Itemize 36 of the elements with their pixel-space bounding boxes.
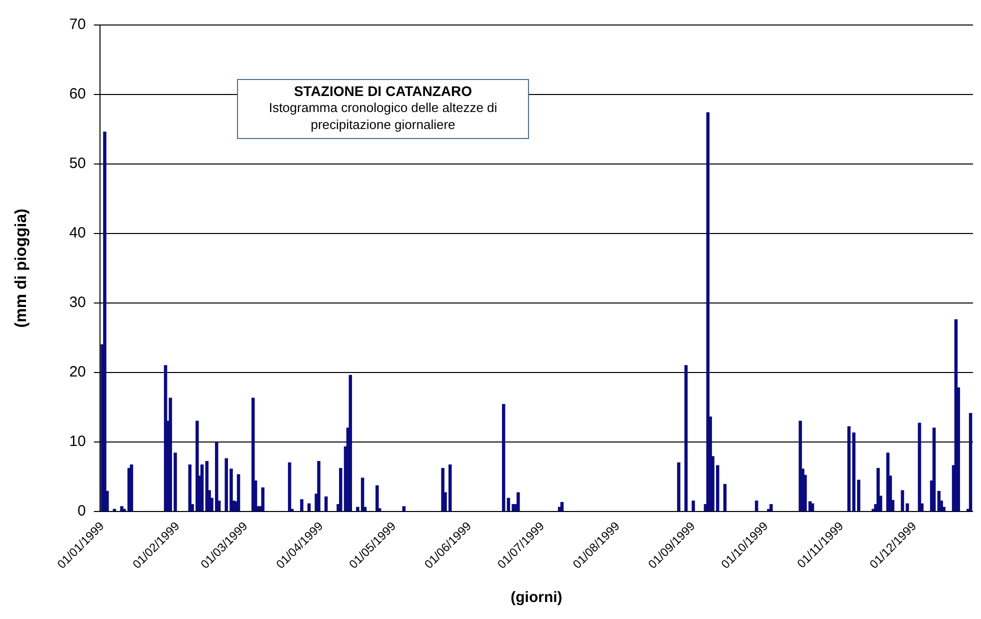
- bar: [754, 500, 758, 512]
- bar: [918, 422, 922, 512]
- bar: [300, 499, 304, 512]
- x-axis-title: (giorni): [510, 589, 562, 606]
- bar: [684, 365, 688, 512]
- bar: [188, 464, 192, 512]
- y-axis-title: (mm di pioggia): [13, 208, 30, 328]
- bar: [692, 500, 695, 512]
- bar: [723, 484, 727, 512]
- bar: [770, 504, 773, 512]
- y-tick-label: 60: [69, 86, 86, 103]
- bar: [502, 404, 506, 512]
- bar: [130, 464, 134, 512]
- text: Istogramma cronologico delle altezze di precipitazione giornaliere: [268, 99, 498, 133]
- bar: [516, 492, 520, 512]
- y-tick-label: 70: [69, 16, 86, 34]
- bar: [677, 462, 680, 512]
- bar: [402, 506, 406, 512]
- bar: [288, 462, 292, 512]
- y-tick-label: 30: [69, 294, 86, 312]
- y-tick-label: 20: [69, 364, 86, 381]
- bar: [506, 498, 510, 512]
- y-tick-label: 40: [69, 224, 86, 242]
- bar: [968, 413, 972, 512]
- y-tick-label: 50: [69, 155, 86, 172]
- bar: [376, 485, 379, 512]
- bar: [317, 460, 320, 512]
- text: STAZIONE DI CATANZARO: [292, 83, 474, 99]
- bar: [560, 502, 564, 512]
- bar: [103, 132, 106, 512]
- bar: [348, 374, 352, 512]
- y-tick-label: 0: [78, 502, 86, 520]
- bar: [932, 428, 936, 512]
- bar: [324, 496, 328, 512]
- bar: [261, 487, 264, 512]
- y-tick-label: 10: [69, 433, 86, 450]
